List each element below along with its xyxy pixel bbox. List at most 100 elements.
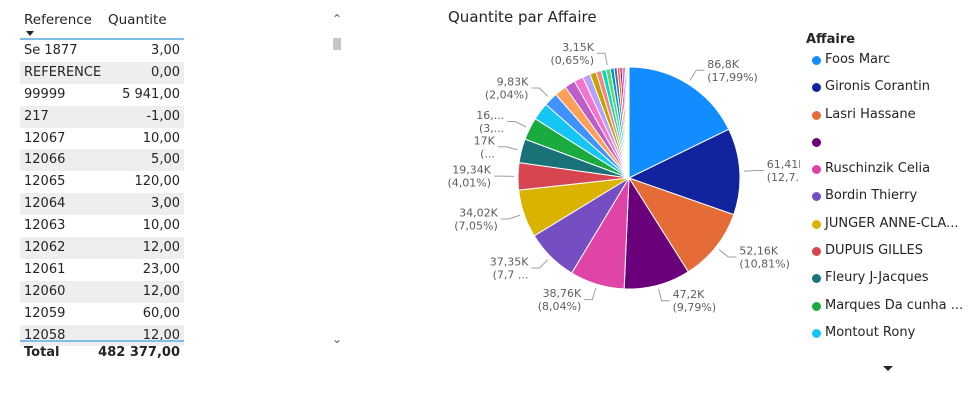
header-divider bbox=[20, 38, 184, 40]
total-label: Total bbox=[24, 345, 60, 360]
legend-label: Marques Da cunha ... bbox=[825, 297, 964, 313]
legend-swatch bbox=[812, 328, 821, 338]
chart-title: Quantite par Affaire bbox=[448, 8, 597, 26]
cell-reference: 12064 bbox=[24, 196, 66, 212]
pie-slice[interactable] bbox=[627, 128, 741, 216]
data-label: 47,2K (9,79%) bbox=[673, 288, 717, 314]
legend-swatch bbox=[812, 83, 821, 93]
legend-swatch bbox=[812, 274, 821, 284]
table-row[interactable]: 12064 3,00 bbox=[20, 193, 184, 216]
legend-item[interactable]: Lasri Hassane bbox=[806, 107, 971, 134]
table-row[interactable]: 12065 120,00 bbox=[20, 171, 184, 193]
column-header-quantite[interactable]: Quantite bbox=[108, 12, 167, 28]
data-label: 34,02K (7,05%) bbox=[454, 207, 498, 233]
legend-label: Fleury J-Jacques bbox=[825, 270, 929, 286]
legend-item[interactable]: Foos Marc bbox=[806, 52, 971, 79]
cell-quantite: 23,00 bbox=[142, 261, 180, 277]
table-row[interactable]: 12062 12,00 bbox=[20, 237, 184, 259]
cell-quantite: -1,00 bbox=[146, 108, 180, 124]
total-row: Total 482 377,00 bbox=[20, 345, 184, 365]
legend-label: Montout Rony bbox=[825, 324, 916, 340]
legend-item[interactable]: Marques Da cunha ... bbox=[806, 298, 971, 325]
leader-line bbox=[500, 214, 521, 220]
cell-reference: 12058 bbox=[24, 327, 66, 343]
cell-quantite: 60,00 bbox=[142, 305, 180, 321]
data-label: 16,... (3,... bbox=[476, 109, 504, 135]
vertical-scrollbar[interactable]: ⌃ ⌄ bbox=[330, 12, 344, 347]
cell-reference: 12066 bbox=[24, 152, 66, 168]
pie-slice[interactable] bbox=[627, 177, 735, 273]
cell-reference: 12063 bbox=[24, 218, 66, 234]
legend-label: Ruschinzik Celia bbox=[825, 161, 931, 177]
table-row[interactable]: Se 1877 3,00 bbox=[20, 40, 184, 62]
pie-slices bbox=[517, 66, 741, 290]
total-divider bbox=[20, 340, 184, 342]
table-body: Se 1877 3,00 REFERENCE 0,00 99999 5 941,00 217… bbox=[20, 40, 184, 347]
table-row[interactable]: 12066 5,00 bbox=[20, 149, 184, 172]
leader-line bbox=[531, 87, 549, 97]
data-label: 17K (... bbox=[474, 134, 496, 160]
scroll-thumb[interactable] bbox=[333, 38, 341, 50]
pie-slice[interactable] bbox=[627, 66, 630, 179]
chevron-down-icon[interactable]: ⌄ bbox=[332, 332, 343, 346]
cell-quantite: 0,00 bbox=[151, 64, 180, 80]
legend-item[interactable]: Montout Rony bbox=[806, 325, 971, 352]
pie-chart[interactable]: 86,8K(17,99%) 61,41K(12,7... 52,16K(10,81%… bbox=[430, 40, 800, 360]
cell-quantite: 10,00 bbox=[142, 218, 180, 234]
leader-line bbox=[597, 52, 608, 66]
data-label: 3,15K (0,65%) bbox=[550, 41, 594, 67]
legend-item[interactable] bbox=[806, 134, 971, 161]
leader-line bbox=[658, 289, 670, 302]
legend-label: Foos Marc bbox=[825, 52, 891, 67]
table-row[interactable]: 12058 12,00 bbox=[20, 324, 184, 347]
leader-line bbox=[689, 69, 705, 81]
legend-label: JUNGER ANNE-CLA... bbox=[825, 215, 959, 231]
legend-label: DUPUIS GILLES bbox=[825, 243, 923, 259]
legend-item[interactable]: DUPUIS GILLES bbox=[806, 243, 971, 270]
cell-quantite: 3,00 bbox=[151, 196, 180, 212]
legend-swatch bbox=[812, 56, 821, 65]
cell-quantite: 3,00 bbox=[151, 43, 180, 58]
table-row[interactable]: 12060 12,00 bbox=[20, 280, 184, 303]
pie-data-labels: 86,8K(17,99%) 61,41K(12,7... 52,16K(10,81%… bbox=[447, 41, 800, 314]
cell-reference: Se 1877 bbox=[24, 43, 78, 58]
legend-label: Gironis Corantin bbox=[825, 79, 930, 95]
legend-item[interactable]: JUNGER ANNE-CLA... bbox=[806, 216, 971, 243]
leader-line bbox=[497, 146, 518, 151]
table-row[interactable]: 99999 5 941,00 bbox=[20, 84, 184, 106]
cell-quantite: 12,00 bbox=[142, 283, 180, 299]
column-header-reference[interactable]: Reference bbox=[24, 12, 92, 28]
data-label: 52,16K (10,81%) bbox=[739, 245, 790, 271]
pie-slice[interactable] bbox=[628, 66, 730, 179]
caret-down-icon[interactable] bbox=[883, 366, 893, 371]
legend-swatch bbox=[812, 165, 821, 175]
legend-item[interactable]: Gironis Corantin bbox=[806, 79, 971, 106]
table-row[interactable]: REFERENCE 0,00 bbox=[20, 61, 184, 84]
cell-reference: 12060 bbox=[24, 283, 66, 299]
data-label: 38,76K (8,04%) bbox=[538, 287, 582, 313]
table-row[interactable]: 12059 60,00 bbox=[20, 303, 184, 325]
legend-item[interactable]: Bordin Thierry bbox=[806, 188, 971, 215]
legend-item[interactable]: Fleury J-Jacques bbox=[806, 270, 971, 297]
data-label: 37,35K (7,7 ... bbox=[490, 256, 529, 282]
legend-swatch bbox=[812, 219, 821, 229]
table-row[interactable]: 217 -1,00 bbox=[20, 105, 184, 128]
table-row[interactable]: 12067 10,00 bbox=[20, 128, 184, 150]
cell-reference: 12067 bbox=[24, 130, 66, 146]
table-row[interactable]: 12063 10,00 bbox=[20, 215, 184, 237]
cell-quantite: 12,00 bbox=[142, 327, 180, 343]
cell-reference: 12061 bbox=[24, 261, 66, 277]
chevron-up-icon[interactable]: ⌃ bbox=[332, 12, 343, 26]
cell-reference: 99999 bbox=[24, 86, 66, 102]
sort-descending-icon[interactable] bbox=[26, 31, 34, 36]
leader-line bbox=[531, 259, 549, 269]
data-label: 86,8K (17,99%) bbox=[707, 58, 758, 84]
cell-quantite: 5,00 bbox=[151, 152, 180, 168]
legend-item[interactable]: Ruschinzik Celia bbox=[806, 161, 971, 188]
legend-swatch bbox=[812, 192, 821, 202]
cell-quantite: 120,00 bbox=[134, 174, 181, 190]
total-value: 482 377,00 bbox=[98, 345, 180, 360]
leader-line bbox=[507, 121, 527, 128]
table-row[interactable]: 12061 23,00 bbox=[20, 259, 184, 281]
cell-reference: 12065 bbox=[24, 174, 66, 190]
